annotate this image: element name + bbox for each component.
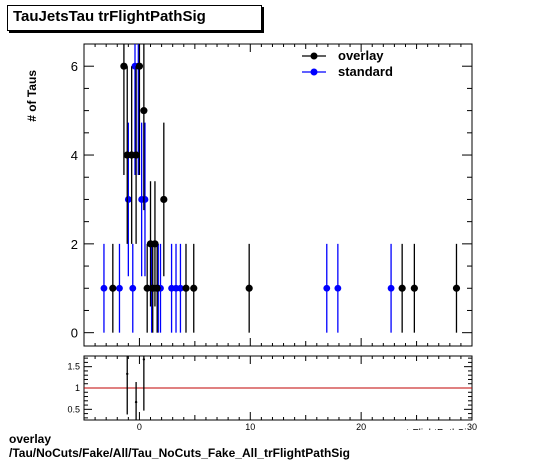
- ratio-y-tick-label: 0.5: [67, 404, 80, 414]
- legend-label-overlay: overlay: [338, 48, 384, 63]
- overlay-point: [120, 62, 128, 70]
- main-y-tick-label: 2: [71, 237, 78, 252]
- chart-title-box: TauJetsTau trFlightPathSig: [7, 5, 262, 31]
- standard-point: [334, 284, 342, 292]
- ratio-point: [142, 358, 146, 361]
- standard-point: [141, 196, 149, 203]
- legend-label-standard: standard: [338, 64, 393, 79]
- y-axis-label: # of Taus: [25, 70, 39, 122]
- overlay-point: [398, 284, 406, 292]
- overlay-point: [245, 284, 253, 292]
- ratio-point: [126, 372, 129, 376]
- standard-point: [129, 284, 137, 292]
- ratio-y-tick-label: 1: [75, 383, 80, 393]
- standard-point: [116, 284, 123, 292]
- ratio-x-tick-label: 10: [245, 422, 255, 430]
- standard-point: [387, 284, 395, 292]
- overlay-point: [109, 284, 117, 292]
- standard-point: [177, 284, 184, 292]
- standard-point: [323, 284, 331, 292]
- ratio-point: [134, 400, 138, 404]
- legend-marker-standard: [310, 68, 318, 76]
- overlay-point: [182, 284, 190, 292]
- overlay-point: [190, 284, 198, 292]
- overlay-point: [143, 284, 151, 292]
- ratio-x-tick-label: 0: [137, 422, 142, 430]
- overlay-point: [132, 151, 140, 159]
- chart-title: TauJetsTau trFlightPathSig: [13, 8, 206, 25]
- ratio-x-tick-label: 30: [467, 422, 477, 430]
- plot-area: 0 10 20 30 0 2 4 6 # of Taus 0.5 1 1.5 trFlightPathS…: [25, 43, 477, 430]
- overlay-point: [410, 284, 418, 292]
- standard-point: [124, 196, 132, 203]
- legend-marker-overlay: [310, 52, 318, 60]
- overlay-point: [160, 195, 168, 204]
- main-frame: [83, 43, 473, 347]
- x-axis-label: trFlightPathSig: [406, 428, 472, 430]
- main-y-tick-label: 4: [71, 148, 78, 163]
- main-y-tick-label: 6: [71, 59, 78, 74]
- standard-point: [100, 284, 108, 292]
- footer-path: /Tau/NoCuts/Fake/All/Tau_NoCuts_Fake_All…: [9, 446, 350, 460]
- ratio-y-tick-label: 1.5: [67, 362, 80, 372]
- main-y-tick-label: 0: [71, 326, 78, 341]
- overlay-point: [140, 107, 148, 115]
- overlay-point: [135, 62, 144, 70]
- footer-label: overlay: [9, 432, 52, 446]
- overlay-point: [452, 284, 461, 292]
- ratio-x-tick-label: 20: [356, 422, 366, 430]
- overlay-point: [153, 284, 161, 292]
